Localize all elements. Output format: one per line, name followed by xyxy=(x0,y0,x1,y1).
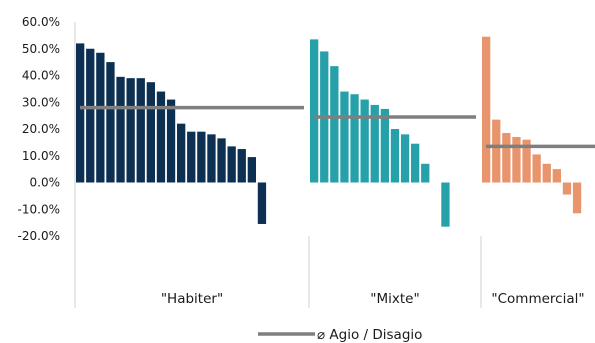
bar xyxy=(360,99,369,183)
bar xyxy=(542,163,551,183)
bar xyxy=(187,131,196,183)
average-lines-layer xyxy=(80,105,595,149)
bar xyxy=(136,78,145,183)
bar xyxy=(502,133,511,183)
bar xyxy=(247,157,256,183)
bar xyxy=(532,154,541,183)
bar xyxy=(482,36,491,183)
y-tick-label: -20.0% xyxy=(18,229,60,243)
y-tick-label: 60.0% xyxy=(22,15,60,29)
bar xyxy=(126,78,135,183)
bar xyxy=(166,99,176,183)
bar xyxy=(310,39,319,183)
bar xyxy=(237,149,246,183)
bar xyxy=(492,119,501,183)
axis-layer: -20.0% -10.0% 0.0% 10.0% 20.0% 30.0% 40.0% 50.0… xyxy=(18,15,482,308)
bar xyxy=(512,137,521,183)
bar xyxy=(380,108,389,183)
bar xyxy=(522,139,531,183)
bar xyxy=(370,104,379,183)
bar xyxy=(572,182,582,214)
bar xyxy=(227,146,236,183)
bar xyxy=(441,182,450,227)
y-tick-label: 50.0% xyxy=(22,42,60,56)
legend-label-average: ⌀ Agio / Disagio xyxy=(317,327,422,343)
category-label: "Habiter" xyxy=(161,291,223,307)
bar xyxy=(330,66,339,183)
bar xyxy=(350,94,359,183)
category-label: "Commercial" xyxy=(491,291,584,307)
legend: ⌀ Agio / Disagio xyxy=(258,327,422,343)
bar xyxy=(552,169,561,183)
labels-layer: "Habiter" "Mixte" "Commercial" xyxy=(161,291,585,307)
bar xyxy=(217,138,226,183)
bar xyxy=(400,134,410,183)
bar xyxy=(146,82,155,183)
y-tick-label: 40.0% xyxy=(22,69,60,83)
bar xyxy=(421,163,430,183)
bar xyxy=(207,134,216,183)
y-tick-label: -10.0% xyxy=(18,202,60,216)
bar xyxy=(340,91,349,183)
bar xyxy=(116,76,125,183)
bar xyxy=(197,131,206,183)
bar xyxy=(390,129,400,183)
bar xyxy=(86,48,95,183)
bar xyxy=(156,91,166,183)
y-tick-label: 30.0% xyxy=(22,95,60,109)
bar xyxy=(562,182,572,195)
y-tick-label: 20.0% xyxy=(22,122,60,136)
bar xyxy=(411,143,420,183)
bar xyxy=(257,182,267,224)
bar xyxy=(106,62,115,183)
y-tick-label: 0.0% xyxy=(30,176,61,190)
bar xyxy=(177,123,186,183)
category-label: "Mixte" xyxy=(370,291,419,307)
bars-layer xyxy=(76,36,582,227)
bar xyxy=(76,43,85,183)
y-tick-label: 10.0% xyxy=(22,149,60,163)
bar xyxy=(96,52,105,183)
